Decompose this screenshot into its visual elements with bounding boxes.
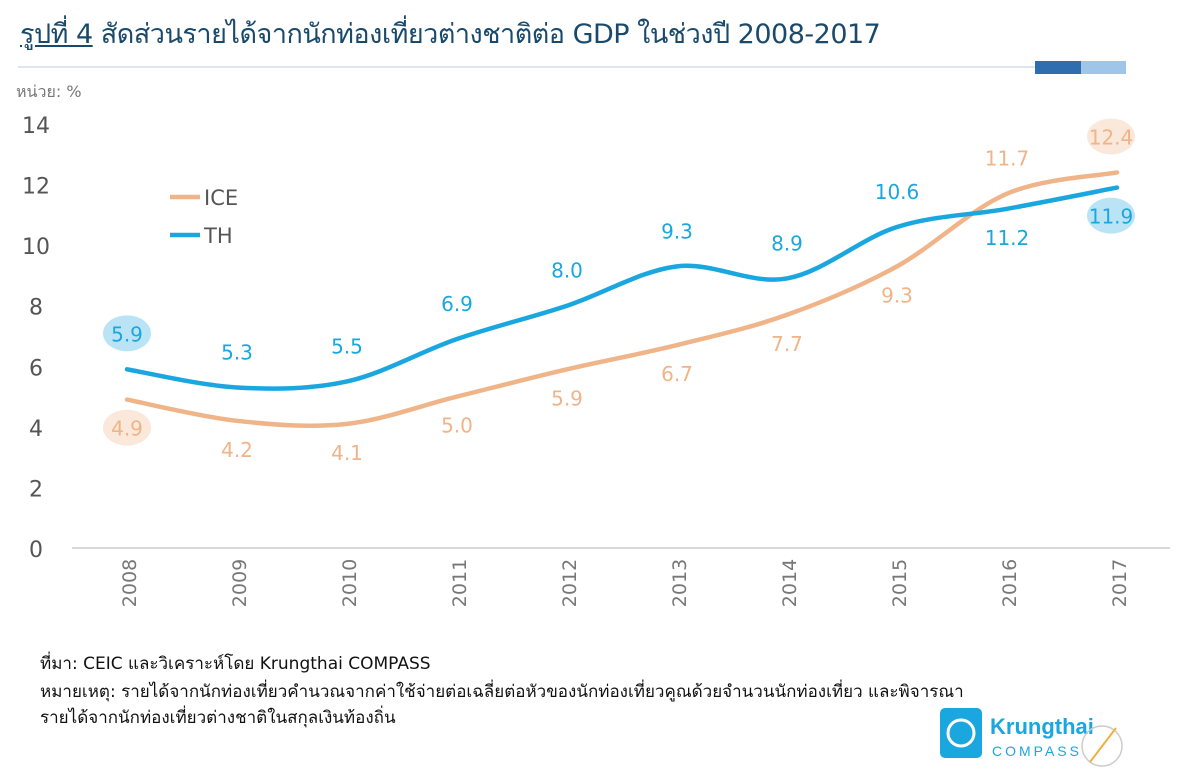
- x-tick-label: 2008: [119, 559, 141, 607]
- data-label-ice: 4.2: [221, 438, 253, 462]
- data-label-th: 8.0: [551, 259, 583, 283]
- data-label-ice: 11.7: [985, 147, 1030, 171]
- unit-label: หน่วย: %: [16, 82, 82, 101]
- data-label-ice: 5.0: [441, 414, 473, 438]
- legend-label-th: TH: [203, 224, 233, 248]
- x-tick-label: 2011: [449, 559, 471, 607]
- data-label-th: 5.3: [221, 340, 253, 364]
- figure-number: รูปที่ 4: [20, 19, 93, 50]
- series-line-th: [124, 185, 1120, 391]
- x-tick-label: 2013: [669, 559, 691, 607]
- krungthai-compass-logo: Krungthai COMPASS: [940, 708, 1123, 767]
- data-label-th: 11.2: [985, 226, 1030, 250]
- y-tick-label: 2: [29, 477, 43, 502]
- data-label-ice: 5.9: [551, 386, 583, 410]
- legend-label-ice: ICE: [204, 186, 238, 210]
- data-label-th: 5.5: [331, 334, 363, 358]
- highlight-circle: [1087, 118, 1135, 155]
- x-tick-label: 2009: [229, 559, 251, 607]
- y-tick-label: 14: [22, 114, 50, 139]
- chart-title: รูปที่ 4 สัดส่วนรายได้จากนักท่องเที่ยวต่…: [20, 12, 881, 55]
- logo-name: Krungthai: [990, 714, 1094, 739]
- source-note: ที่มา: CEIC และวิเคราะห์โดย Krungthai CO…: [40, 654, 431, 674]
- data-label-ice: 6.7: [661, 362, 693, 386]
- y-tick-label: 0: [29, 538, 43, 563]
- x-tick-label: 2012: [559, 559, 581, 607]
- data-label-th: 11.9: [1089, 205, 1134, 229]
- remark-line-1: หมายเหตุ: รายได้จากนักท่องเที่ยวคำนวณจาก…: [40, 682, 964, 702]
- data-label-th: 5.9: [111, 322, 143, 346]
- title-divider: [18, 66, 1038, 68]
- x-tick-label: 2010: [339, 559, 361, 607]
- logo-emblem-icon: [940, 708, 982, 758]
- accent-block-light: [1081, 61, 1126, 74]
- y-tick-label: 8: [29, 296, 43, 321]
- data-label-th: 9.3: [661, 219, 693, 243]
- compass-icon: [1081, 725, 1123, 767]
- y-tick-label: 4: [29, 417, 43, 442]
- highlight-circle: [103, 409, 151, 446]
- data-label-ice: 4.1: [331, 441, 363, 465]
- x-tick-label: 2016: [999, 559, 1021, 607]
- accent-block-dark: [1035, 61, 1081, 74]
- x-tick-label: 2015: [889, 559, 911, 607]
- series-line-ice: [124, 170, 1120, 428]
- remark-line-2: รายได้จากนักท่องเที่ยวต่างชาติในสกุลเงิน…: [40, 708, 396, 728]
- data-label-ice: 7.7: [771, 332, 803, 356]
- y-tick-label: 10: [22, 235, 50, 260]
- data-label-ice: 12.4: [1089, 125, 1134, 149]
- highlight-circle: [103, 315, 151, 352]
- data-label-th: 6.9: [441, 292, 473, 316]
- data-label-th: 8.9: [771, 231, 803, 255]
- y-tick-label: 12: [22, 175, 50, 200]
- x-tick-label: 2014: [779, 559, 801, 607]
- highlight-circle: [1087, 197, 1135, 234]
- data-label-th: 10.6: [875, 180, 920, 204]
- title-text: สัดส่วนรายได้จากนักท่องเที่ยวต่างชาติต่อ…: [100, 19, 881, 50]
- data-label-ice: 9.3: [881, 283, 913, 307]
- y-tick-label: 6: [29, 356, 43, 381]
- x-tick-label: 2017: [1109, 559, 1131, 607]
- logo-sub: COMPASS: [992, 743, 1082, 759]
- data-label-ice: 4.9: [111, 417, 143, 441]
